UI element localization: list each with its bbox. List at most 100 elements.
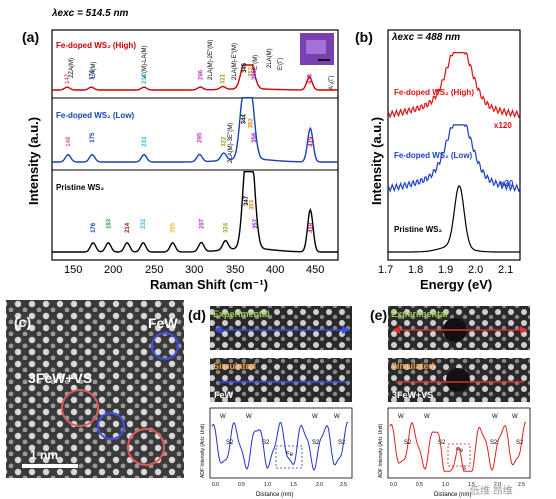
panel-a-y-title: Intensity (a.u.) xyxy=(26,117,41,205)
peak-position-label: 356 xyxy=(252,69,258,80)
panel-a-x-ticks: 150 200 250 300 350 400 450 xyxy=(64,264,324,276)
site-label: W xyxy=(424,414,430,420)
site-label: Fe xyxy=(286,452,294,458)
mode-label: E''(M) xyxy=(253,55,259,70)
site-label: S2 xyxy=(338,440,346,446)
pl-spectrum-line xyxy=(387,123,521,193)
panel-e: (e) Experimental Simulated 3FeW+VS ADF I… xyxy=(370,306,531,498)
tick-label: 1.5 xyxy=(290,482,297,488)
panel-a-spectra xyxy=(52,64,338,253)
peak-position-label: 147 xyxy=(65,73,71,84)
raman-spectrum-line xyxy=(52,171,338,253)
tick-label: 2.5 xyxy=(518,482,525,488)
mode-label: A'₁(Γ) xyxy=(329,76,335,90)
tick-label: 2.0 xyxy=(316,482,323,488)
panel-b-y-title: Intensity (a.u.) xyxy=(369,117,384,205)
site-label: S2 xyxy=(516,440,524,446)
site-label: S xyxy=(462,466,466,472)
panel-c: (c) FeW 3FeW+VS 1 nm xyxy=(6,300,184,478)
mode-label: 2ZA(M) xyxy=(69,58,75,78)
panel-b-x-title: Energy (eV) xyxy=(420,277,492,292)
spectrum-name: Fe-doped WS₂ (High) xyxy=(56,41,136,50)
profile-curve xyxy=(389,421,527,472)
site-label: W xyxy=(220,414,226,420)
experimental-label: Experimental xyxy=(391,309,448,319)
tick-label: 300 xyxy=(185,264,203,276)
panel-b-frame xyxy=(387,29,521,261)
peak-position-label: 353 xyxy=(249,199,255,210)
panel-b-x-ticks: 1.7 1.8 1.9 2.0 2.1 xyxy=(378,264,513,276)
tick-label: 1.9 xyxy=(438,264,453,276)
panel-e-label: (e) xyxy=(370,307,387,323)
profile-xlabel: Distance (nm) xyxy=(256,492,293,498)
panel-b-excitation: λexc = 488 nm xyxy=(391,32,460,43)
simulated-label: Simulated xyxy=(391,361,434,371)
arrow-left-icon xyxy=(392,326,400,334)
pl-factor: x20 xyxy=(500,179,514,188)
fe-marker xyxy=(151,332,179,360)
peak-position-label: 174 xyxy=(89,69,95,80)
mode-label: A'(M)-LA(M) xyxy=(142,46,148,78)
tick-label: 1.5 xyxy=(468,482,475,488)
pl-spectrum-line xyxy=(388,185,520,253)
peak-position-label: 176 xyxy=(91,222,97,233)
scale-bar-label: 1 nm xyxy=(30,448,58,462)
pl-name: Fe-doped WS₂ (High) xyxy=(394,88,474,97)
panel-b-spectra xyxy=(387,51,521,253)
mode-label: LA(M) xyxy=(91,62,97,78)
peak-position-label: 357 xyxy=(253,218,259,229)
peak-position-label: 233 xyxy=(142,73,148,84)
panel-a: (a) λexc = 514.5 nm Intensity (a.u.) Ram… xyxy=(22,8,339,292)
mode-label: E'(Γ) xyxy=(278,58,284,70)
panel-a-x-title: Raman Shift (cm⁻¹) xyxy=(150,277,268,292)
spectrum-name: Pristine WS₂ xyxy=(56,183,104,192)
profile-ticks: 0.0 0.5 1.0 1.5 2.0 2.5 xyxy=(390,482,525,488)
tick-label: 0.0 xyxy=(212,482,219,488)
peak-position-label: 324 xyxy=(223,222,229,233)
tick-label: 350 xyxy=(226,264,244,276)
panel-d: (d) Experimental Simulated FeW ADF Inten… xyxy=(188,306,353,498)
peak-position-label: 344 xyxy=(241,114,247,125)
tick-label: 1.8 xyxy=(408,264,423,276)
mode-label: 2LA(M)-2E''(M) xyxy=(208,40,214,80)
tick-label: 2.1 xyxy=(498,264,513,276)
cluster-label: 3FeW+VS xyxy=(28,370,92,386)
site-label: W xyxy=(246,414,252,420)
profile-frame xyxy=(209,407,353,479)
pl-factor: x120 xyxy=(494,121,512,130)
tick-label: 1.7 xyxy=(378,264,393,276)
peak-position-label: 418 xyxy=(307,73,313,84)
watermark: 低维 昂维 xyxy=(470,484,513,497)
profile-xlabel: Distance (nm) xyxy=(434,492,471,498)
site-label: W xyxy=(312,414,318,420)
cluster-marker xyxy=(61,389,99,427)
mode-labels: 2ZA(M) LA(M) A'(M)-LA(M) 2LA(M)-2E''(M) … xyxy=(69,40,335,163)
peak-position-label: 175 xyxy=(90,132,96,143)
site-label: S2 xyxy=(262,440,270,446)
peak-position-label: 232 xyxy=(141,218,147,229)
peak-position-label: 352 xyxy=(248,66,254,77)
tick-label: 2.5 xyxy=(340,482,347,488)
profile-ticks: 0.0 0.5 1.0 1.5 2.0 2.5 xyxy=(212,482,347,488)
peak-position-label: 148 xyxy=(66,136,72,147)
tick-label: 250 xyxy=(145,264,163,276)
dark-spot xyxy=(446,368,470,392)
peak-position-label: 265 xyxy=(171,222,177,233)
site-label: S2 xyxy=(490,440,498,446)
tick-label: 1.0 xyxy=(264,482,271,488)
tick-label: 0.5 xyxy=(238,482,245,488)
panel-a-label: (a) xyxy=(22,29,39,45)
cluster-marker xyxy=(97,412,125,440)
tick-label: 0.0 xyxy=(390,482,397,488)
fe-box xyxy=(447,443,471,467)
peak-position-label: 297 xyxy=(199,218,205,229)
tick-label: 0.5 xyxy=(416,482,423,488)
arrow-right-icon xyxy=(520,326,528,334)
tick-label: 400 xyxy=(266,264,284,276)
fe-box xyxy=(275,445,303,469)
peak-position-label: 352 xyxy=(248,118,254,129)
tick-label: 450 xyxy=(306,264,324,276)
raman-spectrum-line xyxy=(52,97,338,163)
sim-caption: 3FeW+VS xyxy=(392,390,433,400)
